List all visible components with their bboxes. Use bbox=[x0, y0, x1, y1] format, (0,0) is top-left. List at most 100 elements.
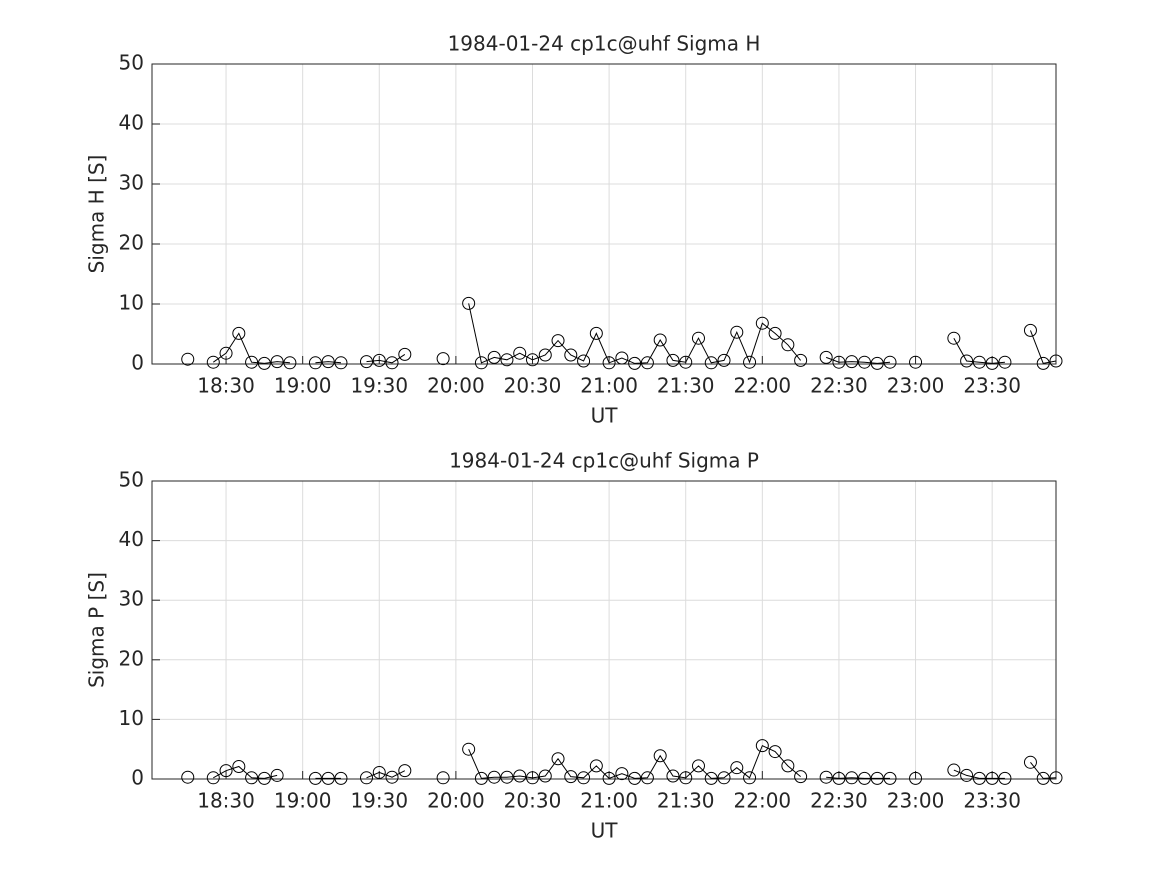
data-point bbox=[360, 355, 374, 369]
data-point bbox=[909, 355, 923, 369]
x-tick-label: 23:30 bbox=[963, 789, 1021, 813]
data-point bbox=[181, 770, 195, 784]
data-point bbox=[500, 770, 514, 784]
data-point bbox=[462, 296, 476, 310]
x-tick-label: 18:30 bbox=[197, 374, 255, 398]
data-point bbox=[232, 326, 246, 340]
data-point bbox=[360, 771, 374, 785]
data-point bbox=[628, 771, 642, 785]
plot-area bbox=[152, 481, 1056, 779]
data-point bbox=[1049, 354, 1063, 368]
data-point bbox=[1036, 771, 1050, 785]
data-point bbox=[257, 771, 271, 785]
data-point bbox=[985, 771, 999, 785]
axes-box bbox=[151, 63, 1057, 365]
x-tick-label: 21:30 bbox=[657, 789, 715, 813]
y-tick-label: 0 bbox=[131, 766, 144, 790]
data-point bbox=[768, 745, 782, 759]
data-point bbox=[564, 348, 578, 362]
data-point bbox=[436, 771, 450, 785]
data-point bbox=[743, 771, 757, 785]
data-point bbox=[577, 354, 591, 368]
data-point bbox=[947, 763, 961, 777]
data-point bbox=[398, 764, 412, 778]
data-point bbox=[972, 771, 986, 785]
y-tick-label: 30 bbox=[119, 171, 144, 195]
data-point bbox=[781, 338, 795, 352]
data-point bbox=[691, 331, 705, 345]
y-tick-label: 40 bbox=[119, 527, 144, 551]
data-point bbox=[270, 355, 284, 369]
data-point bbox=[551, 334, 565, 348]
x-tick-label: 21:00 bbox=[580, 789, 638, 813]
x-axis-label: UT bbox=[591, 404, 619, 428]
data-point bbox=[883, 771, 897, 785]
data-point bbox=[794, 353, 808, 367]
data-point bbox=[628, 356, 642, 370]
data-point bbox=[385, 770, 399, 784]
x-tick-label: 21:00 bbox=[580, 374, 638, 398]
data-point bbox=[602, 771, 616, 785]
x-tick-label: 19:00 bbox=[274, 374, 332, 398]
y-tick-label: 20 bbox=[119, 231, 144, 255]
data-point bbox=[819, 770, 833, 784]
data-point bbox=[998, 355, 1012, 369]
data-point bbox=[589, 759, 603, 773]
data-point bbox=[1036, 356, 1050, 370]
data-point bbox=[321, 355, 335, 369]
data-point bbox=[321, 771, 335, 785]
data-point bbox=[870, 356, 884, 370]
x-tick-label: 22:00 bbox=[734, 789, 792, 813]
data-point bbox=[998, 771, 1012, 785]
y-tick-label: 30 bbox=[119, 587, 144, 611]
data-point bbox=[1049, 771, 1063, 785]
x-tick-label: 19:00 bbox=[274, 789, 332, 813]
x-tick-label: 22:30 bbox=[810, 789, 868, 813]
data-point bbox=[602, 356, 616, 370]
data-point bbox=[653, 333, 667, 347]
data-point bbox=[743, 355, 757, 369]
data-point bbox=[819, 350, 833, 364]
plot-area bbox=[152, 64, 1056, 364]
data-point bbox=[564, 770, 578, 784]
data-point bbox=[500, 353, 514, 367]
data-point bbox=[181, 352, 195, 366]
data-point bbox=[960, 354, 974, 368]
data-point bbox=[219, 764, 233, 778]
data-point bbox=[487, 350, 501, 364]
data-point bbox=[857, 771, 871, 785]
x-tick-label: 22:00 bbox=[734, 374, 792, 398]
data-point bbox=[372, 765, 386, 779]
x-tick-label: 20:00 bbox=[427, 374, 485, 398]
chart-title: 1984-01-24 cp1c@uhf Sigma P bbox=[449, 449, 759, 473]
data-point bbox=[615, 351, 629, 365]
data-point bbox=[474, 771, 488, 785]
data-point bbox=[972, 355, 986, 369]
y-axis-label: Sigma H [S] bbox=[85, 155, 109, 274]
data-point bbox=[717, 771, 731, 785]
data-point bbox=[219, 346, 233, 360]
y-tick-label: 0 bbox=[131, 351, 144, 375]
data-point bbox=[985, 356, 999, 370]
data-point bbox=[551, 752, 565, 766]
x-axis-label: UT bbox=[591, 819, 619, 843]
x-tick-label: 21:30 bbox=[657, 374, 715, 398]
data-point bbox=[525, 771, 539, 785]
data-point bbox=[947, 331, 961, 345]
data-point bbox=[909, 771, 923, 785]
y-tick-label: 20 bbox=[119, 646, 144, 670]
data-point bbox=[883, 355, 897, 369]
y-tick-label: 10 bbox=[119, 706, 144, 730]
x-tick-label: 18:30 bbox=[197, 789, 255, 813]
data-point bbox=[794, 770, 808, 784]
data-point bbox=[857, 355, 871, 369]
data-point bbox=[640, 356, 654, 370]
data-point bbox=[398, 347, 412, 361]
x-tick-label: 22:30 bbox=[810, 374, 868, 398]
data-point bbox=[232, 759, 246, 773]
data-point bbox=[372, 353, 386, 367]
data-point bbox=[666, 769, 680, 783]
data-point bbox=[308, 356, 322, 370]
data-point bbox=[679, 771, 693, 785]
